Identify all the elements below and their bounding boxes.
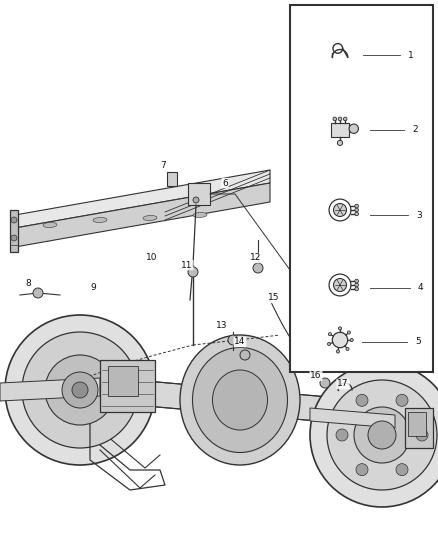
Ellipse shape: [180, 335, 300, 465]
Polygon shape: [0, 378, 100, 401]
Circle shape: [328, 342, 331, 345]
Circle shape: [240, 350, 250, 360]
Circle shape: [328, 333, 332, 336]
Circle shape: [355, 283, 358, 287]
Ellipse shape: [192, 348, 287, 453]
Text: 11: 11: [181, 261, 193, 270]
Bar: [100, 360, 155, 412]
Circle shape: [193, 197, 199, 203]
Circle shape: [5, 315, 155, 465]
Circle shape: [338, 117, 342, 121]
Polygon shape: [20, 370, 420, 430]
Circle shape: [347, 331, 350, 334]
Text: 13: 13: [216, 320, 228, 329]
Polygon shape: [10, 210, 18, 252]
Text: 2: 2: [412, 125, 417, 134]
Circle shape: [327, 380, 437, 490]
Text: 3: 3: [416, 211, 422, 220]
Text: 15: 15: [268, 294, 280, 303]
Bar: [108, 366, 138, 396]
Bar: [290, 5, 433, 372]
Text: 10: 10: [146, 254, 158, 262]
Circle shape: [396, 464, 408, 475]
Circle shape: [62, 372, 98, 408]
Circle shape: [253, 263, 263, 273]
Circle shape: [228, 335, 238, 345]
Circle shape: [33, 288, 43, 298]
Circle shape: [355, 279, 358, 283]
Text: 1: 1: [408, 51, 414, 60]
Circle shape: [349, 124, 358, 133]
Text: 6: 6: [222, 179, 228, 188]
Ellipse shape: [43, 222, 57, 228]
Circle shape: [356, 464, 368, 475]
Ellipse shape: [93, 217, 107, 222]
Bar: [188, 183, 210, 205]
Polygon shape: [310, 408, 395, 428]
Polygon shape: [15, 170, 270, 228]
Text: 5: 5: [415, 337, 421, 346]
Circle shape: [416, 429, 428, 441]
Circle shape: [45, 355, 115, 425]
Circle shape: [396, 394, 408, 406]
Bar: [408, 412, 426, 436]
Circle shape: [336, 429, 348, 441]
Circle shape: [368, 421, 396, 449]
Circle shape: [332, 332, 348, 348]
Circle shape: [310, 363, 438, 507]
Polygon shape: [15, 183, 270, 247]
Text: 4: 4: [418, 284, 424, 293]
Ellipse shape: [143, 215, 157, 221]
Text: 16: 16: [310, 372, 322, 381]
Text: 17: 17: [337, 379, 349, 389]
Text: 14: 14: [234, 337, 246, 346]
Circle shape: [346, 348, 349, 351]
Circle shape: [339, 327, 342, 330]
Circle shape: [320, 378, 330, 388]
Bar: [331, 123, 349, 137]
Circle shape: [354, 407, 410, 463]
Circle shape: [355, 204, 358, 208]
Circle shape: [343, 117, 347, 121]
Circle shape: [11, 217, 17, 223]
Circle shape: [355, 287, 358, 290]
Circle shape: [11, 235, 17, 241]
Text: 9: 9: [90, 284, 96, 293]
Text: 7: 7: [160, 161, 166, 171]
Bar: [405, 408, 433, 448]
Text: 12: 12: [250, 254, 261, 262]
Circle shape: [337, 140, 343, 146]
Circle shape: [355, 212, 358, 216]
Circle shape: [355, 208, 358, 212]
Circle shape: [356, 394, 368, 406]
Bar: [167, 172, 177, 186]
Circle shape: [333, 279, 346, 292]
Ellipse shape: [193, 213, 207, 217]
Circle shape: [333, 204, 346, 216]
Circle shape: [333, 117, 337, 121]
Circle shape: [72, 382, 88, 398]
Circle shape: [188, 267, 198, 277]
Circle shape: [22, 332, 138, 448]
Circle shape: [350, 338, 353, 342]
Ellipse shape: [212, 370, 268, 430]
Text: 8: 8: [25, 279, 31, 288]
Circle shape: [336, 350, 339, 353]
